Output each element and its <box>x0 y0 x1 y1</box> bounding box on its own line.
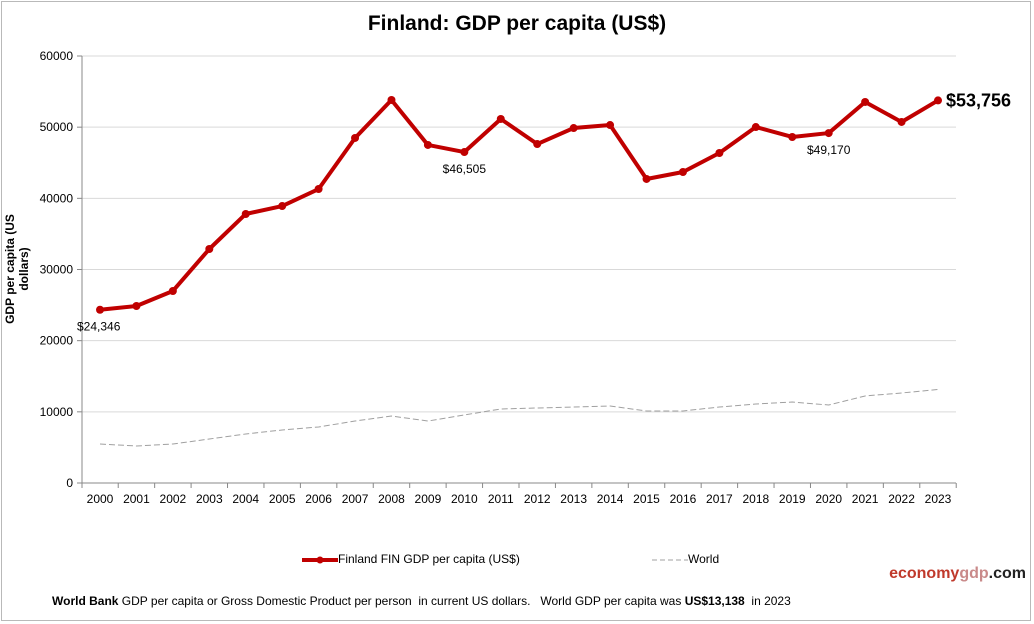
legend-finland: Finland FIN GDP per capita (US$) <box>302 552 520 566</box>
chart-title: Finland: GDP per capita (US$) <box>367 12 667 35</box>
brand-part2: gdp <box>959 565 989 582</box>
footer-value: US$13,138 <box>684 594 745 608</box>
x-tick-label: 2008 <box>378 492 405 506</box>
data-label: $53,756 <box>946 90 1011 110</box>
finland-point <box>205 245 214 254</box>
x-tick-label: 2000 <box>87 492 114 506</box>
series-finland-line <box>99 97 940 312</box>
x-tick-label: 2001 <box>123 492 150 506</box>
x-tick-label: 2004 <box>232 492 259 506</box>
finland-point <box>934 96 942 105</box>
x-tick-label: 2023 <box>925 492 952 506</box>
finland-point <box>496 114 505 123</box>
brand-part1: economy <box>889 565 960 582</box>
data-label: $46,505 <box>443 162 487 176</box>
finland-point <box>897 117 906 126</box>
x-tick-label: 2016 <box>670 492 697 506</box>
finland-point <box>168 286 177 295</box>
legend-world: World <box>652 552 719 566</box>
x-tick-label: 2018 <box>742 492 769 506</box>
x-tick-label: 2003 <box>196 492 223 506</box>
data-label: $24,346 <box>77 320 121 334</box>
x-tick-label: 2017 <box>706 492 733 506</box>
x-tick-label: 2020 <box>815 492 842 506</box>
finland-point <box>788 132 797 141</box>
finland-point <box>351 133 360 142</box>
footer-note: World Bank GDP per capita or Gross Domes… <box>52 594 791 608</box>
finland-point <box>132 302 141 311</box>
finland-point <box>861 97 870 106</box>
finland-point <box>824 129 833 138</box>
x-tick-label: 2012 <box>524 492 551 506</box>
finland-point <box>423 140 432 149</box>
x-tick-label: 2019 <box>779 492 806 506</box>
y-tick-label: 20000 <box>40 334 74 348</box>
finland-point <box>642 174 651 183</box>
finland-point <box>678 168 687 177</box>
x-tick-label: 2013 <box>560 492 587 506</box>
finland-point <box>460 148 469 157</box>
finland-point <box>278 202 287 211</box>
x-tick-label: 2022 <box>888 492 915 506</box>
finland-point <box>96 305 104 314</box>
finland-point <box>533 140 542 149</box>
y-tick-label: 60000 <box>40 49 74 63</box>
finland-point <box>569 124 578 133</box>
brand-part3: .com <box>988 565 1026 582</box>
x-tick-label: 2021 <box>852 492 879 506</box>
finland-point <box>387 95 396 104</box>
x-tick-label: 2015 <box>633 492 660 506</box>
x-tick-label: 2002 <box>160 492 187 506</box>
legend-finland-label: Finland FIN GDP per capita (US$) <box>338 552 520 566</box>
x-tick-label: 2007 <box>342 492 369 506</box>
finland-point <box>751 123 760 132</box>
finland-point <box>241 209 250 218</box>
y-tick-label: 30000 <box>40 263 74 277</box>
brand-logo[interactable]: economygdp.com <box>889 565 1026 583</box>
x-tick-label: 2011 <box>488 492 514 506</box>
x-tick-label: 2005 <box>269 492 296 506</box>
series-world-line <box>99 389 939 447</box>
finland-point <box>715 149 724 158</box>
x-tick-label: 2009 <box>415 492 442 506</box>
legend-world-label: World <box>688 552 720 566</box>
finland-point <box>314 185 323 194</box>
y-tick-label: 0 <box>66 476 73 490</box>
y-tick-label: 50000 <box>40 120 74 134</box>
finland-point <box>606 121 615 130</box>
legend-world-marker <box>652 559 688 561</box>
footer-text2: in 2023 <box>744 594 791 608</box>
footer-text1: GDP per capita or Gross Domestic Product… <box>118 594 685 608</box>
data-label: $49,170 <box>807 143 851 157</box>
y-tick-label: 10000 <box>40 405 74 419</box>
footer-source: World Bank <box>52 594 119 608</box>
y-tick-label: 40000 <box>40 191 74 205</box>
x-tick-label: 2010 <box>451 492 478 506</box>
legend-finland-marker <box>302 556 338 564</box>
x-tick-label: 2006 <box>305 492 332 506</box>
x-tick-label: 2014 <box>597 492 624 506</box>
